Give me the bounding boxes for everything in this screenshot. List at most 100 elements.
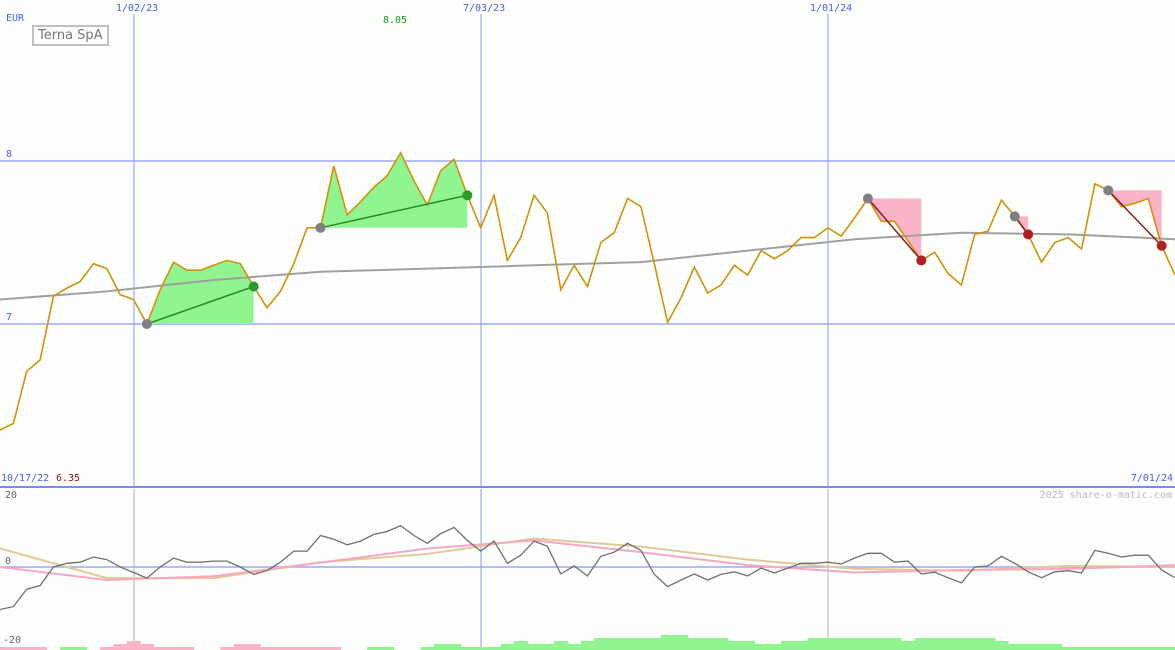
histogram-bar xyxy=(927,638,942,650)
trade-line xyxy=(1107,189,1163,247)
histogram-bar xyxy=(567,644,582,650)
histogram-bar xyxy=(1034,644,1049,650)
histogram-bar xyxy=(861,638,876,650)
histogram-bar xyxy=(887,638,902,650)
histogram-bar xyxy=(500,644,515,650)
price-line xyxy=(0,151,1175,431)
histogram-bar xyxy=(300,647,315,650)
histogram-bar xyxy=(367,647,382,650)
histogram-bar xyxy=(420,647,435,650)
x-tick-label: 7/03/23 xyxy=(463,3,506,14)
histogram-bar xyxy=(487,647,502,650)
histogram-bar xyxy=(1154,647,1169,650)
momentum-line xyxy=(0,524,1175,611)
histogram-bar xyxy=(166,647,181,650)
histogram-bar xyxy=(273,647,288,650)
histogram-bar xyxy=(767,644,782,650)
histogram-bar xyxy=(73,647,88,650)
min-price-label: 6.35 xyxy=(56,473,81,484)
histogram-bar xyxy=(447,644,462,650)
x-tick-label: 1/01/24 xyxy=(810,3,853,14)
histogram-bar xyxy=(941,638,956,650)
histogram-bar xyxy=(527,644,542,650)
histogram-bar xyxy=(540,644,555,650)
histogram-bar xyxy=(834,638,849,650)
histogram-bar xyxy=(687,638,702,650)
histogram-bar xyxy=(0,647,8,650)
histogram-bar xyxy=(1021,644,1036,650)
histogram-bar xyxy=(220,647,235,650)
end-date-label: 7/01/24 xyxy=(1130,473,1173,484)
histogram-bar xyxy=(700,638,715,650)
currency-label: EUR xyxy=(6,13,25,24)
histogram-bar xyxy=(6,647,21,650)
histogram-bar xyxy=(1048,644,1063,650)
histogram-bar xyxy=(287,647,301,650)
histogram-bar xyxy=(954,638,969,650)
histogram-bar xyxy=(647,638,662,650)
histogram-bar xyxy=(781,641,795,650)
trade-line xyxy=(146,285,254,325)
histogram-bar xyxy=(247,644,261,650)
histogram-bar xyxy=(901,641,916,650)
x-tick-label: 1/02/23 xyxy=(116,3,159,14)
histogram-bar xyxy=(260,647,275,650)
histogram-bar xyxy=(794,641,809,650)
osc-tick-label: -20 xyxy=(3,635,22,646)
histogram-bar xyxy=(1128,647,1143,650)
histogram-bar xyxy=(981,638,996,650)
trade-entry-marker xyxy=(1103,185,1114,196)
histogram-bar xyxy=(994,641,1009,650)
histogram-bar xyxy=(847,638,862,650)
histogram-bar xyxy=(607,638,622,650)
trade-entry-marker xyxy=(1009,211,1020,222)
histogram-bar xyxy=(821,638,836,650)
trade-gain-area xyxy=(320,152,468,228)
max-price-label: 8.05 xyxy=(383,15,408,26)
trade-line xyxy=(320,194,468,229)
trade-exit-marker xyxy=(1156,240,1167,251)
histogram-bar xyxy=(674,635,689,650)
histogram-bar xyxy=(1008,644,1022,650)
y-tick-label: 8 xyxy=(6,149,13,160)
osc-tick-label: 20 xyxy=(5,490,18,501)
histogram-bar xyxy=(180,647,195,650)
histogram-bar xyxy=(594,638,609,650)
histogram-bar xyxy=(460,647,475,650)
trade-gain-area xyxy=(146,260,254,324)
histogram-bar xyxy=(126,641,141,650)
histogram-bar xyxy=(968,638,982,650)
histogram-bar xyxy=(1061,647,1076,650)
histogram-bar xyxy=(554,641,568,650)
histogram-bar xyxy=(20,647,34,650)
histogram-bar xyxy=(1168,647,1175,650)
histogram-bar xyxy=(33,647,48,650)
y-tick-label: 7 xyxy=(6,312,13,323)
chart-title: Terna SpA xyxy=(32,25,109,46)
histogram-bar xyxy=(727,641,742,650)
histogram-bar xyxy=(914,638,929,650)
histogram-bar xyxy=(1114,647,1129,650)
histogram-bar xyxy=(100,647,114,650)
histogram-bar xyxy=(1101,647,1116,650)
start-date-label: 10/17/22 xyxy=(1,473,50,484)
histogram-bar xyxy=(113,644,128,650)
histogram-bar xyxy=(60,647,74,650)
pink-signal-line xyxy=(0,539,1175,582)
histogram-bar xyxy=(1141,647,1156,650)
osc-tick-label: 0 xyxy=(5,556,12,567)
histogram-bar xyxy=(1088,647,1103,650)
histogram-bar xyxy=(233,644,248,650)
trade-exit-marker xyxy=(1023,229,1034,240)
histogram-bar xyxy=(514,641,528,650)
histogram-bar xyxy=(580,641,595,650)
histogram-bar xyxy=(313,647,328,650)
histogram-bar xyxy=(741,641,755,650)
trade-exit-marker xyxy=(916,255,927,266)
histogram-bar xyxy=(874,638,889,650)
copyright-label: 2025 share-o-matic.com xyxy=(1039,490,1172,501)
trade-entry-marker xyxy=(141,319,152,329)
histogram-bar xyxy=(433,644,448,650)
